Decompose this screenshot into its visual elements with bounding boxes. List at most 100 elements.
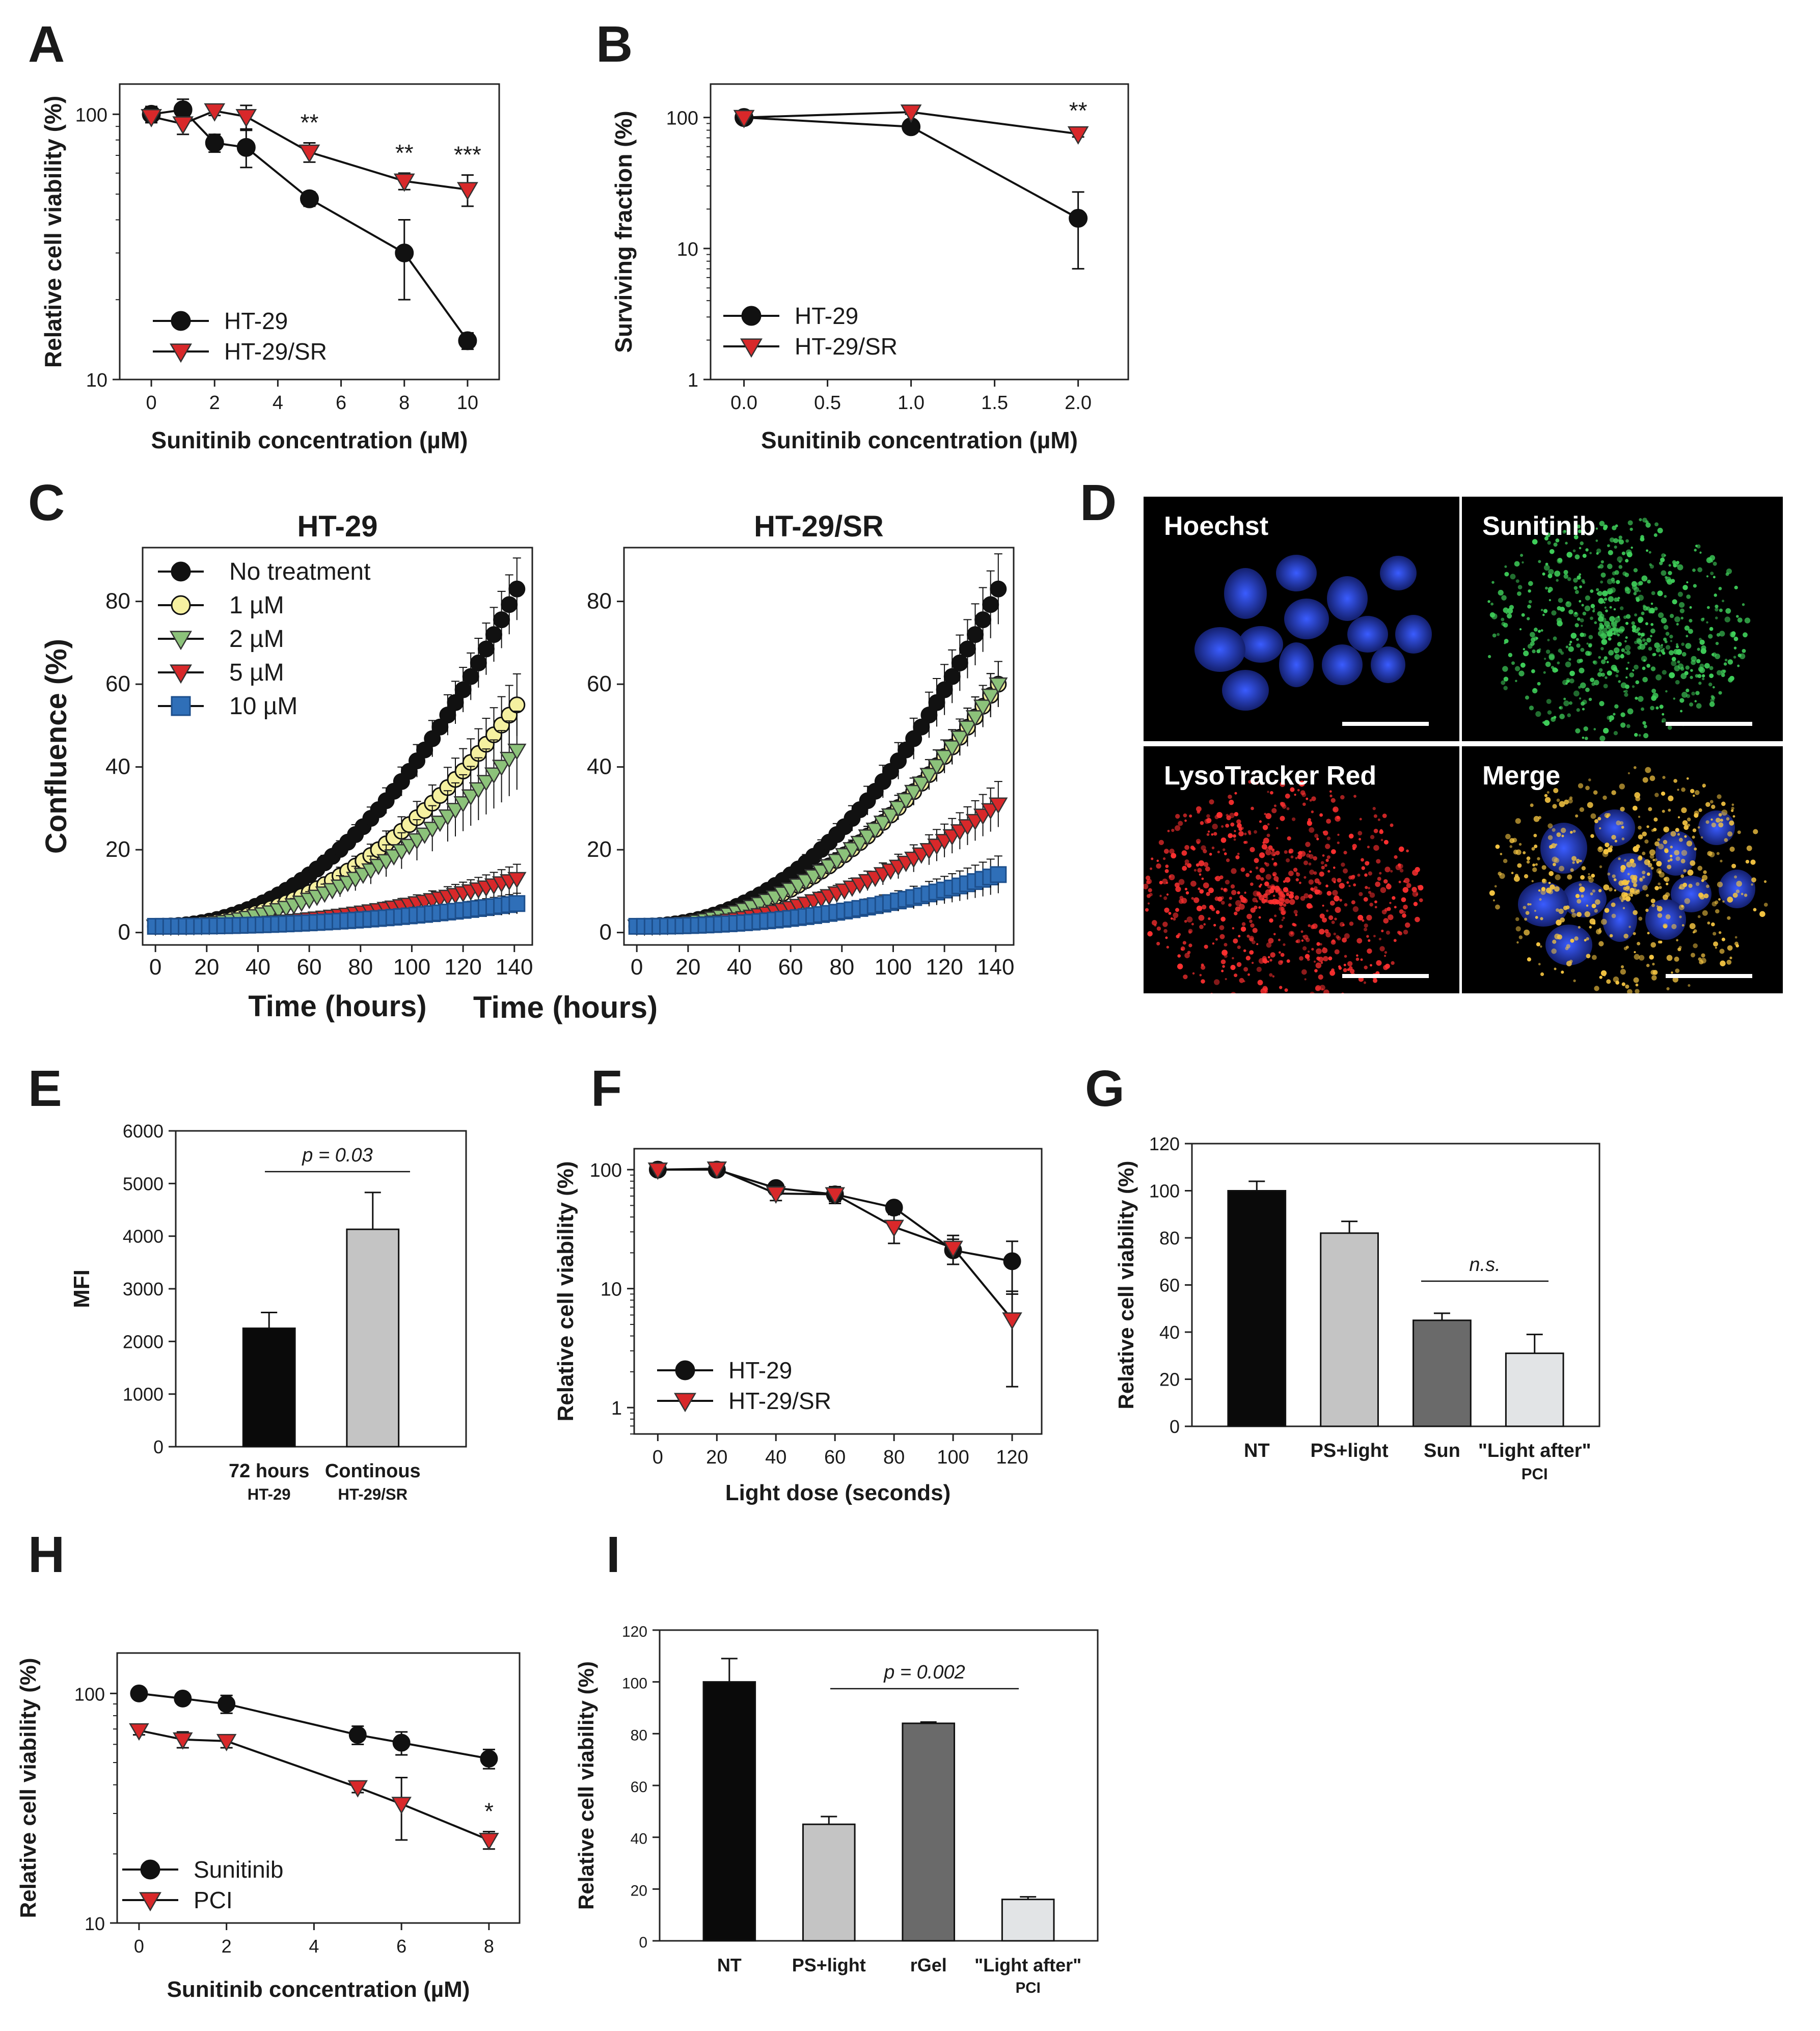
fluorescence-spot	[1642, 666, 1646, 670]
fluorescence-spot	[1329, 900, 1335, 906]
fluorescence-spot	[1670, 831, 1676, 837]
fluorescence-spot	[1653, 817, 1658, 822]
fluorescence-spot	[1316, 942, 1320, 946]
fluorescence-spot	[1698, 892, 1703, 898]
fluorescence-spot	[1671, 971, 1673, 974]
fluorescence-spot	[1594, 986, 1599, 991]
fluorescence-spot	[1267, 823, 1270, 826]
fluorescence-spot	[1662, 713, 1665, 716]
legend-marker	[171, 696, 191, 716]
fluorescence-spot	[1601, 590, 1608, 597]
fluorescence-spot	[1316, 889, 1321, 894]
fluorescence-spot	[1694, 790, 1700, 795]
fluorescence-spot	[1609, 934, 1613, 938]
fluorescence-spot	[1695, 691, 1700, 695]
fluorescence-spot	[1675, 645, 1679, 648]
fluorescence-spot	[1280, 802, 1286, 807]
fluorescence-spot	[1631, 878, 1638, 884]
fluorescence-spot	[1590, 678, 1595, 683]
fluorescence-spot	[1651, 975, 1657, 981]
fluorescence-spot	[1677, 564, 1683, 571]
fluorescence-spot	[1234, 811, 1239, 817]
fluorescence-spot	[1686, 581, 1689, 584]
fluorescence-spot	[1733, 656, 1736, 659]
fluorescence-spot	[1699, 637, 1702, 641]
fluorescence-spot	[1213, 979, 1220, 985]
fluorescence-spot	[1555, 843, 1558, 846]
fluorescence-spot	[1709, 666, 1714, 670]
data-point	[865, 822, 885, 840]
fluorescence-spot	[1237, 945, 1241, 950]
fluorescence-spot	[1417, 885, 1420, 888]
fluorescence-spot	[1600, 970, 1607, 977]
fluorescence-spot	[1659, 886, 1662, 889]
fluorescence-spot	[1703, 893, 1709, 899]
fluorescence-spot	[1702, 875, 1708, 881]
fluorescence-spot	[1370, 835, 1375, 840]
fluorescence-spot	[1293, 923, 1296, 927]
fluorescence-spot	[1288, 850, 1292, 854]
fluorescence-spot	[1260, 883, 1262, 886]
y-tick-label: 80	[631, 1727, 647, 1744]
fluorescence-spot	[1581, 888, 1584, 891]
data-point	[216, 1734, 237, 1752]
fluorescence-spot	[1679, 915, 1682, 918]
fluorescence-spot	[1320, 961, 1323, 964]
legend-label: HT-29/SR	[728, 1388, 831, 1414]
bar	[702, 1681, 756, 1942]
fluorescence-spot	[1229, 833, 1232, 836]
fluorescence-spot	[1272, 872, 1277, 877]
fluorescence-spot	[1664, 849, 1669, 853]
fluorescence-spot	[1264, 881, 1269, 886]
scale-bar	[1342, 722, 1429, 726]
fluorescence-spot	[1580, 618, 1584, 622]
fluorescence-spot	[1184, 845, 1189, 850]
legend-marker	[741, 306, 762, 326]
fluorescence-spot	[1162, 857, 1166, 860]
fluorescence-spot	[1557, 934, 1562, 940]
fluorescence-spot	[1150, 867, 1153, 870]
fluorescence-spot	[1613, 538, 1619, 544]
fluorescence-spot	[1640, 633, 1645, 637]
fluorescence-spot	[1383, 965, 1389, 970]
fluorescence-spot	[1660, 557, 1665, 562]
fluorescence-spot	[1620, 712, 1625, 717]
legend-marker	[740, 338, 763, 358]
fluorescence-spot	[1599, 827, 1601, 830]
fluorescence-spot	[1331, 920, 1335, 925]
fluorescence-spot	[1565, 946, 1569, 951]
fluorescence-spot	[1245, 873, 1250, 877]
fluorescence-spot	[1652, 858, 1655, 861]
fluorescence-spot	[1252, 928, 1258, 933]
fluorescence-spot	[1552, 828, 1556, 832]
fluorescence-spot	[1650, 564, 1654, 569]
fluorescence-spot	[1626, 650, 1631, 655]
fluorescence-spot	[1568, 643, 1571, 646]
fluorescence-spot	[1540, 945, 1542, 948]
fluorescence-spot	[1680, 667, 1685, 671]
micrograph-hoechst: Hoechst	[1144, 497, 1459, 741]
fluorescence-spot	[1404, 922, 1410, 928]
data-point	[476, 775, 496, 792]
fluorescence-spot	[1695, 674, 1699, 678]
fluorescence-spot	[1538, 648, 1541, 651]
fluorescence-spot	[1215, 938, 1218, 941]
fluorescence-spot	[1174, 882, 1180, 888]
x-tick-label: 1.5	[981, 392, 1008, 414]
fluorescence-spot	[1652, 962, 1655, 966]
y-axis-label: Surviving fraction (%)	[610, 111, 637, 353]
fluorescence-spot	[1582, 633, 1587, 637]
fluorescence-spot	[1326, 836, 1331, 841]
fluorescence-spot	[1255, 866, 1259, 870]
fluorescence-spot	[1609, 606, 1612, 609]
fluorescence-spot	[1564, 799, 1569, 805]
fluorescence-spot	[1547, 823, 1553, 829]
fluorescence-spot	[1699, 639, 1705, 645]
fluorescence-spot	[1525, 911, 1530, 915]
fluorescence-spot	[1763, 903, 1768, 907]
fluorescence-spot	[1230, 884, 1235, 889]
fluorescence-spot	[1234, 830, 1236, 832]
fluorescence-spot	[1322, 831, 1325, 833]
fluorescence-spot	[1577, 899, 1582, 904]
fluorescence-spot	[1732, 892, 1738, 898]
